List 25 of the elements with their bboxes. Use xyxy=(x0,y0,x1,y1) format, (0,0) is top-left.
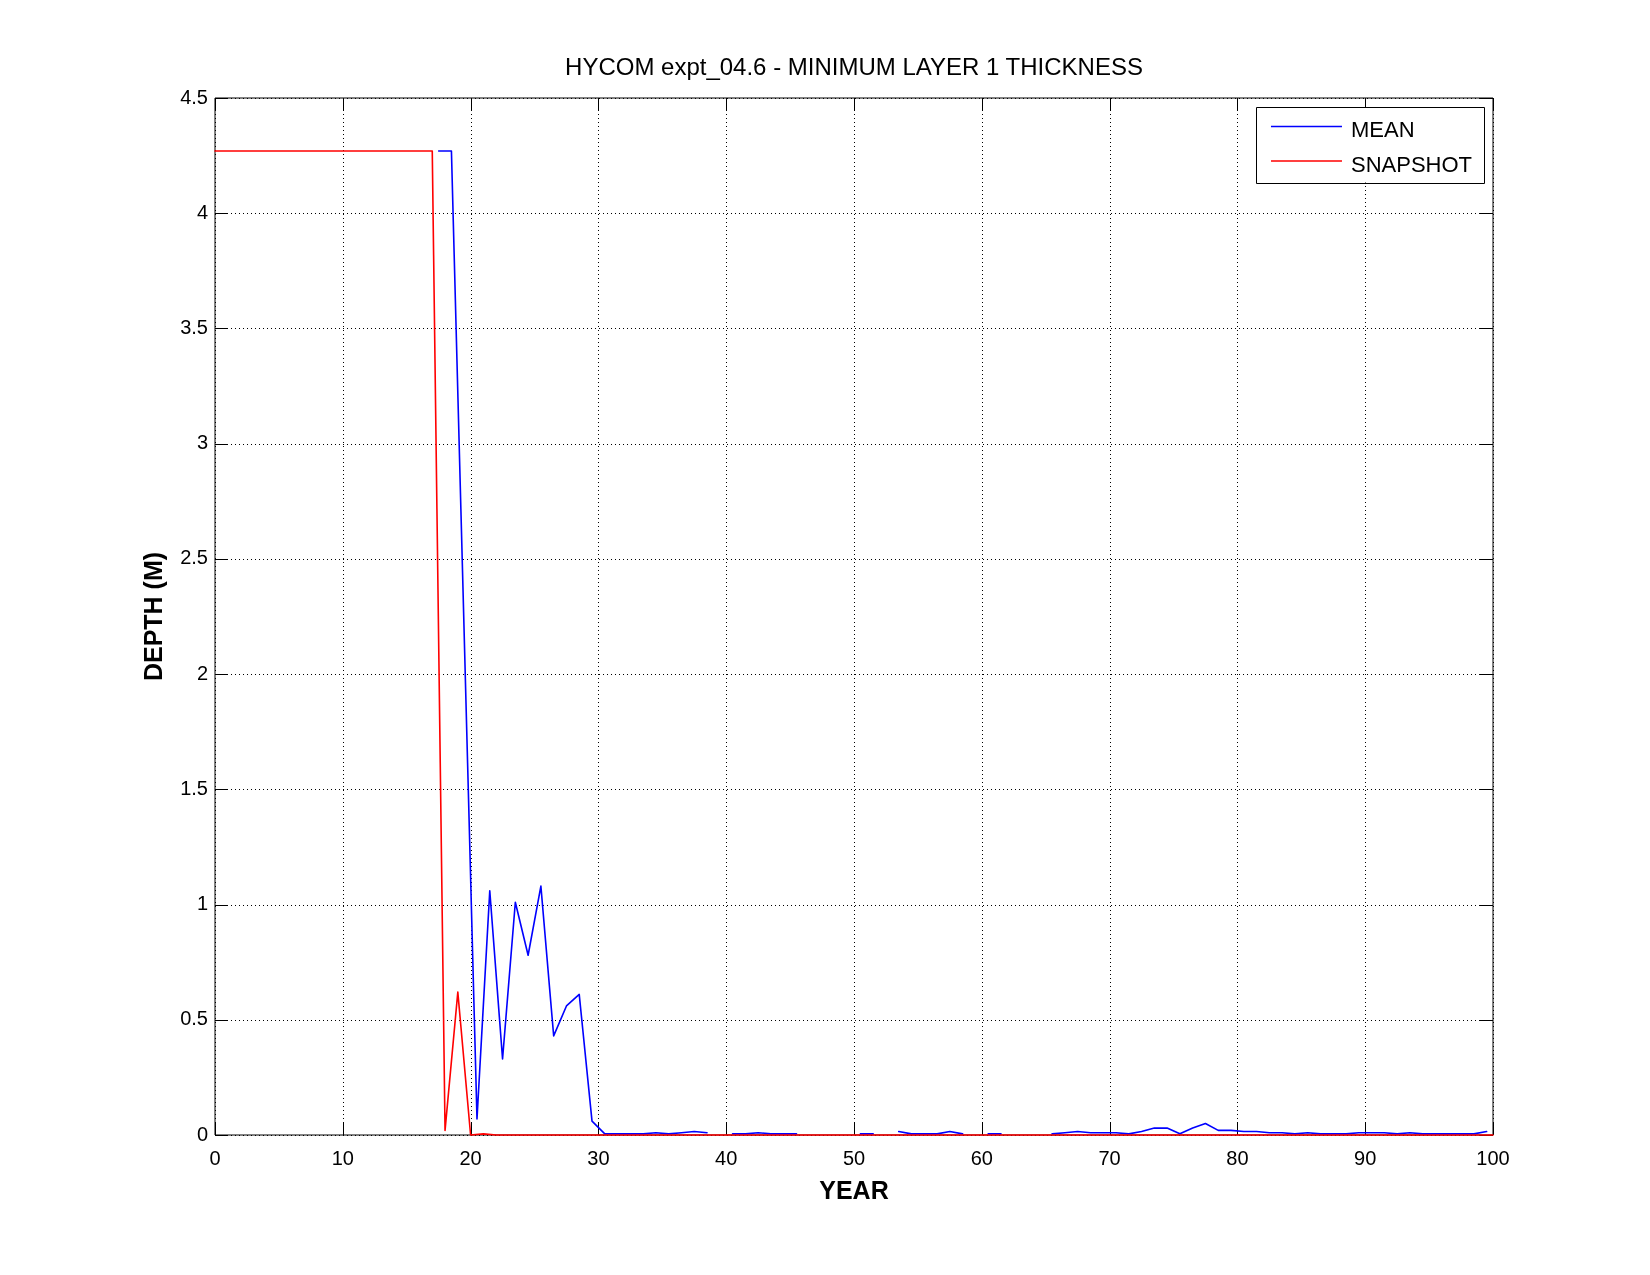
y-tick-label: 4 xyxy=(196,200,208,223)
chart-title: HYCOM expt_04.6 - MINIMUM LAYER 1 THICKNESS xyxy=(565,52,1143,80)
x-tick-label: 60 xyxy=(970,1146,993,1169)
x-tick-label: 10 xyxy=(331,1146,354,1169)
x-tick-label: 70 xyxy=(1098,1146,1121,1169)
x-tick-label: 90 xyxy=(1354,1146,1377,1169)
x-tick-label: 50 xyxy=(842,1146,866,1169)
legend-label: SNAPSHOT xyxy=(1350,151,1473,177)
y-tick-label: 4.5 xyxy=(180,85,208,108)
x-axis-title: YEAR xyxy=(819,1175,889,1204)
x-tick-label: 20 xyxy=(459,1146,482,1169)
x-tick-label: 40 xyxy=(715,1146,738,1169)
y-tick-label: 0 xyxy=(196,1122,208,1145)
x-tick-label: 80 xyxy=(1226,1146,1249,1169)
x-tick-label: 100 xyxy=(1476,1146,1510,1169)
y-tick-label: 3.5 xyxy=(180,315,208,338)
x-tick-label: 30 xyxy=(587,1146,610,1169)
y-tick-label: 2 xyxy=(196,661,208,684)
y-axis-title: DEPTH (M) xyxy=(138,551,167,682)
y-tick-label: 3 xyxy=(196,431,208,454)
y-tick-label: 1.5 xyxy=(180,776,208,799)
legend-label: MEAN xyxy=(1350,117,1415,143)
y-tick-label: 2.5 xyxy=(180,546,208,569)
y-tick-label: 0.5 xyxy=(180,1007,208,1030)
y-tick-label: 1 xyxy=(196,892,208,915)
